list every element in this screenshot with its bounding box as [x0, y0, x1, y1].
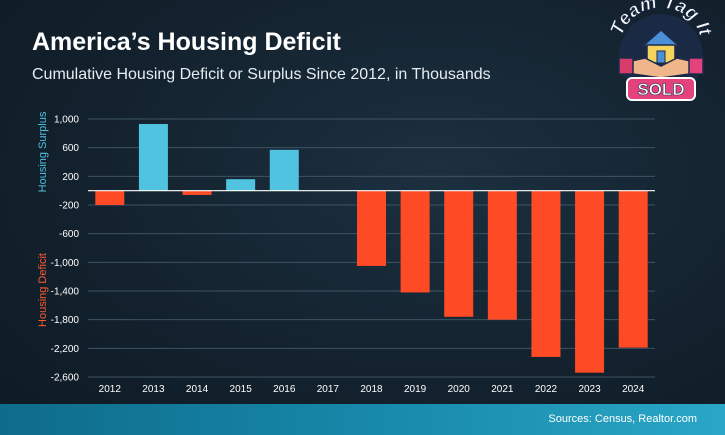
y-tick-label: -2,600 — [51, 373, 80, 384]
logo-sold-text: SOLD — [637, 80, 684, 99]
bar-2024 — [618, 190, 648, 348]
bar-2022 — [531, 190, 561, 357]
y-tick-label: -1,800 — [51, 315, 80, 326]
y-tick-label: 200 — [62, 172, 79, 183]
chart-title: America’s Housing Deficit — [32, 28, 341, 56]
bar-2021 — [487, 190, 517, 320]
x-tick-label: 2020 — [448, 384, 471, 395]
x-tick-label: 2014 — [186, 384, 209, 395]
bar-2020 — [444, 190, 474, 317]
house-handshake-icon — [618, 28, 704, 79]
x-tick-label: 2022 — [535, 384, 558, 395]
bar-2019 — [400, 190, 430, 293]
housing-deficit-bar-chart: 1,000 600 200 -200 -600 -1,000 -1,400 -1,800 -2,… — [37, 111, 655, 395]
team-tag-it-logo: Team Tag It SOLD — [605, 0, 717, 108]
y-axis-label-deficit: Housing Deficit — [37, 253, 49, 327]
y-tick-label: -1,000 — [51, 258, 80, 269]
bar-2014 — [182, 190, 212, 195]
x-tick-label: 2024 — [622, 384, 645, 395]
x-tick-label: 2021 — [491, 384, 514, 395]
x-tick-label: 2019 — [404, 384, 427, 395]
bar-2015 — [226, 179, 256, 191]
bar-2012 — [95, 190, 125, 205]
x-tick-label: 2023 — [578, 384, 601, 395]
x-tick-label: 2018 — [360, 384, 383, 395]
bar-2016 — [269, 149, 299, 191]
sources-text: Sources: Census, Realtor.com — [548, 413, 697, 425]
x-tick-label: 2015 — [230, 384, 253, 395]
bar-2023 — [575, 190, 605, 373]
x-tick-label: 2012 — [99, 384, 122, 395]
bar-2013 — [138, 124, 168, 191]
x-tick-label: 2016 — [273, 384, 296, 395]
footer-bar: Sources: Census, Realtor.com — [0, 404, 725, 435]
chart-subtitle: Cumulative Housing Deficit or Surplus Si… — [32, 66, 491, 83]
y-axis-label-surplus: Housing Surplus — [37, 111, 49, 192]
y-tick-label: -1,400 — [51, 287, 80, 298]
y-tick-label: -200 — [59, 201, 79, 212]
x-tick-label: 2017 — [317, 384, 340, 395]
y-tick-label: -600 — [59, 229, 79, 240]
x-tick-label: 2013 — [142, 384, 165, 395]
bar-2018 — [357, 190, 386, 266]
y-tick-label: -2,200 — [51, 344, 80, 355]
y-tick-label: 1,000 — [54, 115, 79, 126]
y-tick-label: 600 — [62, 143, 79, 154]
